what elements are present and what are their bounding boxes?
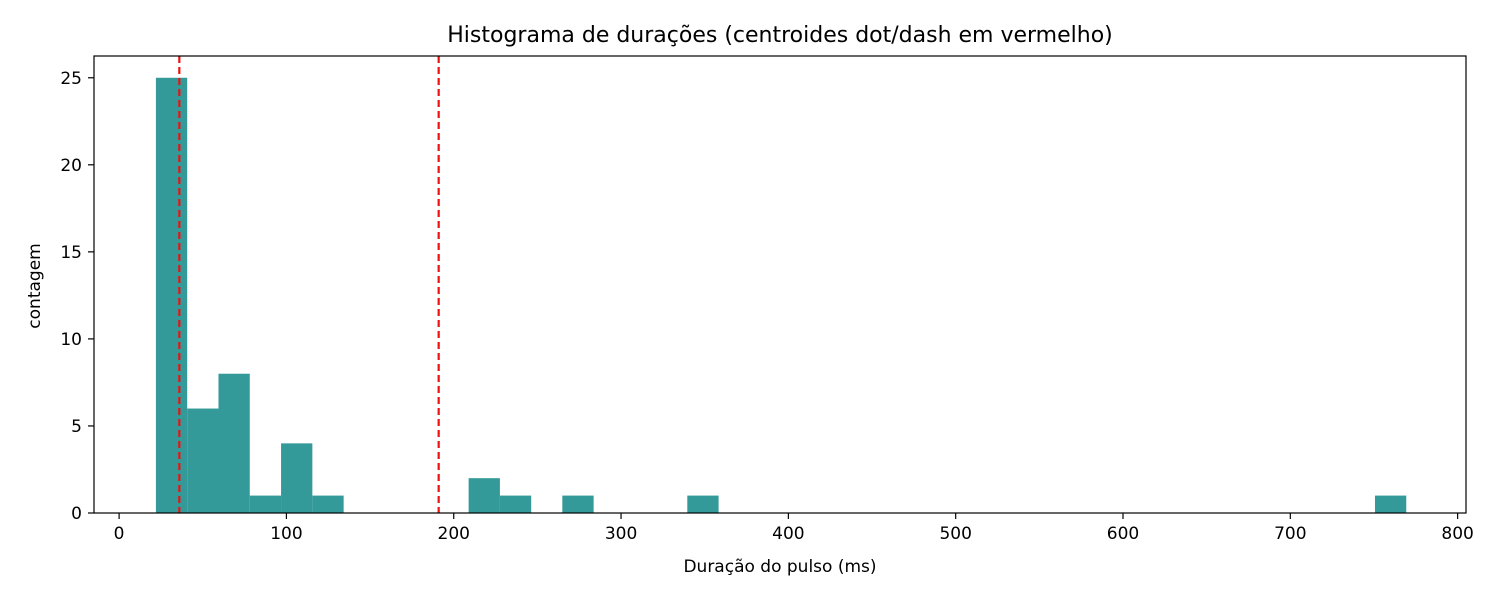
plot-frame bbox=[93, 55, 1467, 514]
x-tick-label: 400 bbox=[772, 524, 804, 544]
y-tick-label: 20 bbox=[60, 156, 82, 176]
x-tick-label: 700 bbox=[1274, 524, 1306, 544]
histogram-bar bbox=[155, 77, 188, 513]
bars-group bbox=[155, 77, 1407, 513]
centroid-lines-group bbox=[178, 56, 440, 513]
y-tick-label: 15 bbox=[60, 243, 82, 263]
histogram-bar bbox=[218, 373, 250, 513]
x-tick-label: 800 bbox=[1441, 524, 1473, 544]
histogram-bar bbox=[187, 408, 219, 513]
histogram-bar bbox=[1374, 495, 1407, 513]
x-axis-label: Duração do pulso (ms) bbox=[683, 557, 876, 577]
histogram-bar bbox=[312, 495, 344, 513]
y-axis-ticks: 0 5 10 15 20 25 bbox=[60, 69, 94, 524]
histogram-bar bbox=[281, 443, 313, 513]
y-tick-label: 10 bbox=[60, 330, 82, 350]
histogram-bar bbox=[499, 495, 532, 513]
x-tick-label: 100 bbox=[270, 524, 302, 544]
histogram-bar bbox=[249, 495, 282, 513]
histogram-bar bbox=[687, 495, 719, 513]
chart-title: Histograma de durações (centroides dot/d… bbox=[447, 23, 1113, 48]
y-tick-label: 5 bbox=[71, 417, 82, 437]
x-tick-label: 600 bbox=[1107, 524, 1139, 544]
x-tick-label: 300 bbox=[605, 524, 637, 544]
y-tick-label: 25 bbox=[60, 69, 82, 89]
x-tick-label: 500 bbox=[939, 524, 971, 544]
y-axis-label: contagem bbox=[25, 243, 45, 328]
histogram-bar bbox=[562, 495, 594, 513]
x-axis-ticks: 0 100 200 300 400 500 600 700 800 bbox=[114, 513, 1474, 544]
x-tick-label: 200 bbox=[438, 524, 470, 544]
x-tick-label: 0 bbox=[114, 524, 125, 544]
histogram-bar bbox=[468, 478, 500, 513]
y-tick-label: 0 bbox=[71, 504, 82, 524]
